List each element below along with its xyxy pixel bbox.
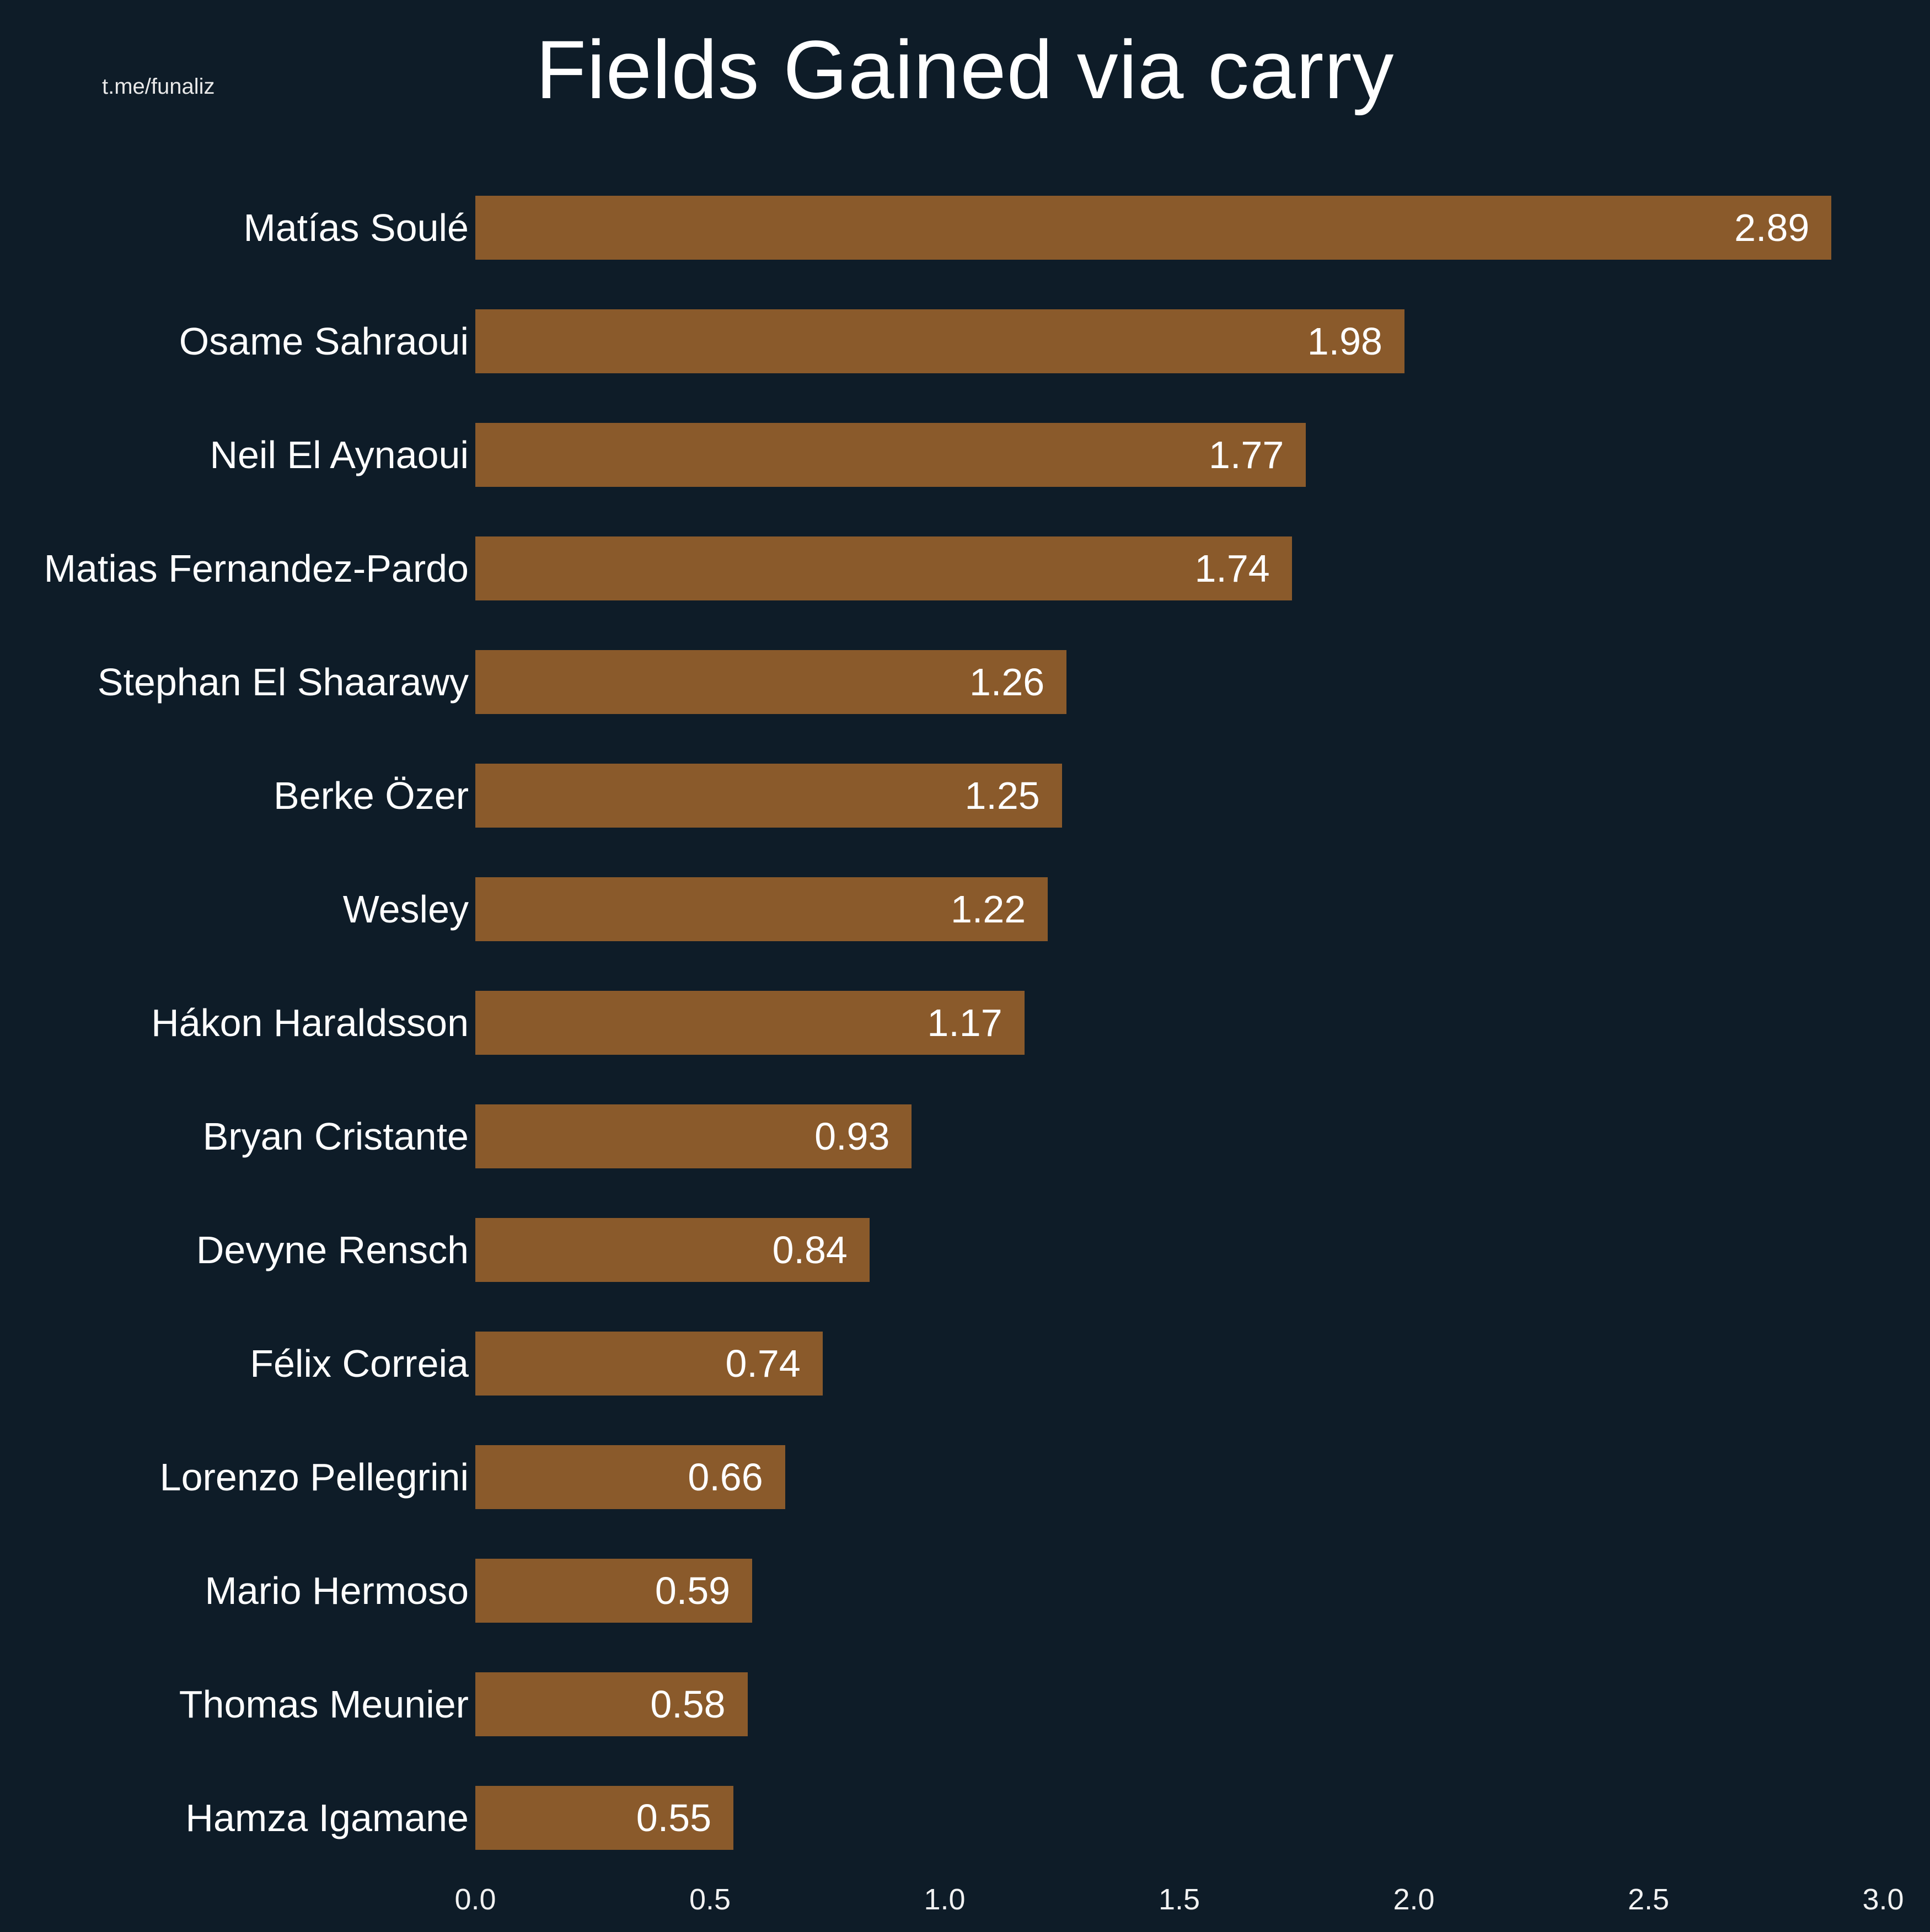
bar-row: Hamza Igamane 0.55 — [17, 1761, 1930, 1875]
bar-row: Osame Sahraoui 1.98 — [17, 285, 1930, 398]
bar-value: 0.59 — [655, 1569, 731, 1612]
bar-value: 1.26 — [969, 661, 1045, 704]
bar: 0.55 — [475, 1786, 734, 1850]
bar-rows: Matías Soulé 2.89 Osame Sahraoui 1.98 Ne… — [17, 171, 1930, 1875]
bar-track: 1.98 — [475, 309, 1883, 373]
bar: 1.17 — [475, 991, 1025, 1055]
bar: 1.25 — [475, 764, 1062, 828]
bar: 1.77 — [475, 423, 1306, 487]
bar-value: 1.74 — [1194, 547, 1270, 590]
bar-track: 0.59 — [475, 1559, 1883, 1623]
bar-value: 0.55 — [636, 1796, 712, 1839]
bar-row: Bryan Cristante 0.93 — [17, 1080, 1930, 1193]
watermark: t.me/funaliz — [102, 74, 215, 99]
bar: 0.58 — [475, 1672, 748, 1736]
bar-value: 0.66 — [688, 1456, 763, 1499]
bar-value: 2.89 — [1734, 206, 1810, 249]
x-axis-tick-label: 1.5 — [1158, 1883, 1200, 1916]
bar-row: Matías Soulé 2.89 — [17, 171, 1930, 285]
bar-row: Mario Hermoso 0.59 — [17, 1534, 1930, 1647]
x-axis-tick-label: 2.5 — [1627, 1883, 1670, 1916]
bar: 1.98 — [475, 309, 1404, 373]
bar: 1.26 — [475, 650, 1067, 714]
bar-track: 2.89 — [475, 196, 1883, 260]
bar-label: Wesley — [342, 888, 469, 931]
bar: 0.59 — [475, 1559, 753, 1623]
bar-row: Hákon Haraldsson 1.17 — [17, 966, 1930, 1080]
bar-row: Berke Özer 1.25 — [17, 739, 1930, 852]
bar-track: 0.84 — [475, 1218, 1883, 1282]
bar-track: 0.74 — [475, 1332, 1883, 1396]
bar-row: Félix Correia 0.74 — [17, 1307, 1930, 1420]
bar: 1.74 — [475, 536, 1292, 600]
bar-track: 1.26 — [475, 650, 1883, 714]
bar-value: 1.25 — [964, 774, 1040, 817]
bar-track: 1.17 — [475, 991, 1883, 1055]
bar-value: 1.98 — [1307, 320, 1382, 363]
bar-track: 0.58 — [475, 1672, 1883, 1736]
bar-value: 1.22 — [950, 888, 1026, 931]
bar-label: Neil El Aynaoui — [210, 433, 469, 476]
bar: 0.84 — [475, 1218, 870, 1282]
bar-track: 1.74 — [475, 536, 1883, 600]
bar-label: Matias Fernandez-Pardo — [44, 547, 469, 590]
chart-header: t.me/funaliz Fields Gained via carry — [0, 0, 1930, 171]
bar: 0.74 — [475, 1332, 823, 1396]
bar-row: Wesley 1.22 — [17, 852, 1930, 966]
bar-track: 0.93 — [475, 1104, 1883, 1168]
bar-chart: Matías Soulé 2.89 Osame Sahraoui 1.98 Ne… — [0, 171, 1930, 1932]
bar-value: 0.84 — [772, 1228, 848, 1271]
bar-label: Mario Hermoso — [205, 1569, 469, 1612]
bar-row: Matias Fernandez-Pardo 1.74 — [17, 512, 1930, 625]
bar-track: 0.55 — [475, 1786, 1883, 1850]
bar-value: 1.77 — [1209, 433, 1284, 476]
bar-row: Devyne Rensch 0.84 — [17, 1193, 1930, 1307]
bar-value: 1.17 — [927, 1001, 1002, 1044]
bar-label: Devyne Rensch — [196, 1228, 469, 1271]
x-axis-tick-label: 0.5 — [689, 1883, 731, 1916]
bar-label: Hákon Haraldsson — [151, 1001, 469, 1044]
bar-track: 1.77 — [475, 423, 1883, 487]
chart-title: Fields Gained via carry — [535, 23, 1395, 116]
bar-row: Neil El Aynaoui 1.77 — [17, 398, 1930, 512]
bar-track: 1.25 — [475, 764, 1883, 828]
bar-label: Berke Özer — [274, 774, 469, 817]
bar-row: Lorenzo Pellegrini 0.66 — [17, 1420, 1930, 1534]
bar-label: Bryan Cristante — [202, 1115, 469, 1158]
bar-track: 0.66 — [475, 1445, 1883, 1509]
x-axis: 0.0 0.5 1.0 1.5 2.0 2.5 3.0 — [454, 1882, 1904, 1932]
x-axis-tick-label: 0.0 — [454, 1883, 496, 1916]
bar: 0.66 — [475, 1445, 785, 1509]
bar-value: 0.74 — [725, 1342, 801, 1385]
bar: 2.89 — [475, 196, 1832, 260]
x-axis-tick-label: 1.0 — [924, 1883, 966, 1916]
bar-label: Hamza Igamane — [185, 1796, 469, 1839]
bar-label: Thomas Meunier — [179, 1683, 469, 1726]
x-axis-tick-label: 3.0 — [1862, 1883, 1904, 1916]
x-axis-tick-label: 2.0 — [1393, 1883, 1435, 1916]
bar-value: 0.58 — [650, 1683, 726, 1726]
bar-track: 1.22 — [475, 877, 1883, 941]
bar-value: 0.93 — [814, 1115, 890, 1158]
bar-label: Matías Soulé — [243, 206, 469, 249]
bar-label: Lorenzo Pellegrini — [159, 1456, 469, 1499]
bar-label: Stephan El Shaarawy — [97, 661, 469, 704]
bar-label: Osame Sahraoui — [179, 320, 469, 363]
bar-row: Stephan El Shaarawy 1.26 — [17, 625, 1930, 739]
bar: 0.93 — [475, 1104, 912, 1168]
bar: 1.22 — [475, 877, 1048, 941]
bar-label: Félix Correia — [250, 1342, 469, 1385]
bar-row: Thomas Meunier 0.58 — [17, 1647, 1930, 1761]
